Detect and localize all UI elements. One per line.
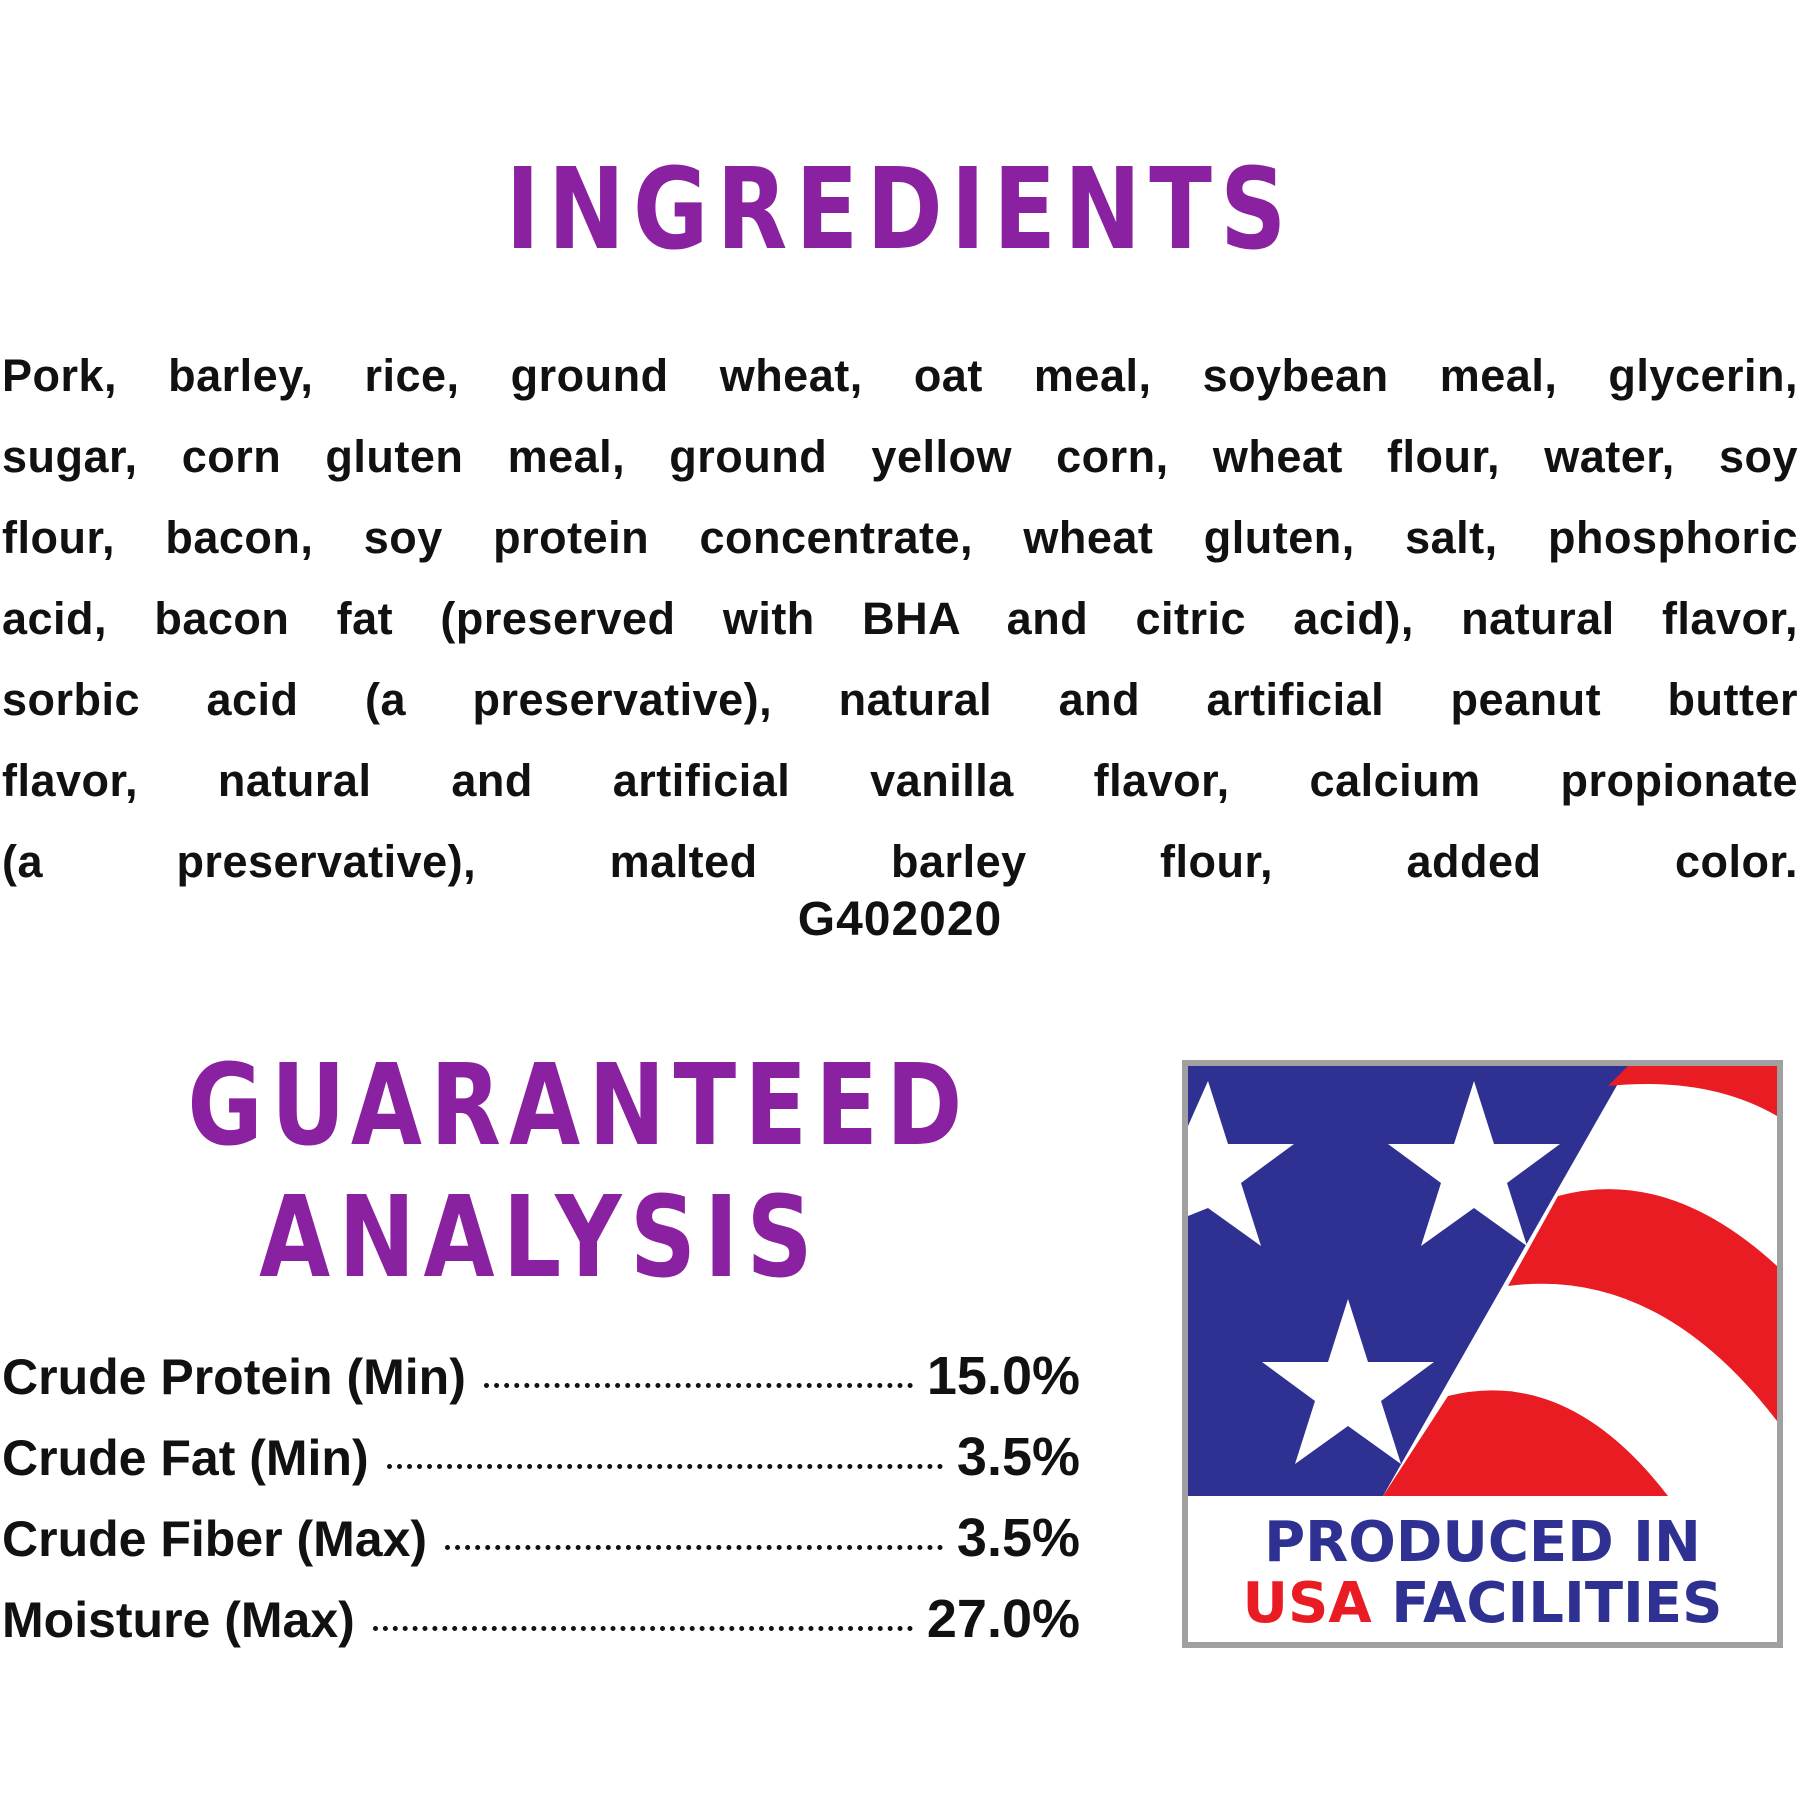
dot-leader [372,1626,913,1631]
badge-usa: USA [1242,1571,1372,1636]
ingredients-line: sorbic acid (a preservative), natural an… [2,674,1798,725]
ingredients-list: Pork, barley, rice, ground wheat, oat me… [2,335,1798,902]
dot-leader [483,1383,913,1388]
ingredients-line: flour, bacon, soy protein concentrate, w… [2,512,1798,563]
american-flag-icon [1188,1066,1777,1496]
analysis-row: Crude Fiber (Max) 3.5% [2,1507,1080,1588]
analysis-value: 3.5% [956,1508,1080,1568]
ingredients-line: Pork, barley, rice, ground wheat, oat me… [2,350,1798,401]
analysis-value: 3.5% [956,1427,1080,1487]
analysis-value: 15.0% [926,1346,1080,1406]
product-code: G402020 [797,893,1003,946]
badge-facilities: FACILITIES [1391,1571,1723,1636]
badge-line-2: USA FACILITIES [1188,1574,1777,1634]
title-line: GUARANTEED [187,1041,971,1171]
ingredients-line: flavor, natural and artificial vanilla f… [2,755,1798,806]
ingredients-title: INGREDIENTS [505,145,1295,275]
analysis-label: Crude Fat (Min) [2,1430,369,1486]
ingredients-line: sugar, corn gluten meal, ground yellow c… [2,431,1798,482]
analysis-row: Crude Fat (Min) 3.5% [2,1426,1080,1507]
ingredients-line: (a preservative), malted barley flour, a… [2,836,1798,887]
analysis-label: Crude Fiber (Max) [2,1511,428,1567]
analysis-table: Crude Protein (Min) 15.0% Crude Fat (Min)… [2,1345,1080,1669]
star-icon [1262,1299,1434,1464]
analysis-label: Crude Protein (Min) [2,1349,466,1405]
dot-leader [386,1464,943,1469]
title-line: ANALYSIS [259,1173,821,1303]
badge-line-1: PRODUCED IN [1264,1510,1701,1575]
star-icon [1388,1081,1560,1246]
dot-leader [445,1545,943,1550]
produced-in-usa-badge: PRODUCED IN USA FACILITIES [1182,1060,1783,1648]
star-icon [1188,1081,1294,1246]
analysis-row: Moisture (Max) 27.0% [2,1588,1080,1669]
analysis-value: 27.0% [926,1589,1080,1649]
analysis-label: Moisture (Max) [2,1592,355,1648]
analysis-row: Crude Protein (Min) 15.0% [2,1345,1080,1426]
ingredients-line: acid, bacon fat (preserved with BHA and … [2,593,1798,644]
guaranteed-analysis-title: GUARANTEED ANALYSIS [187,1040,971,1304]
